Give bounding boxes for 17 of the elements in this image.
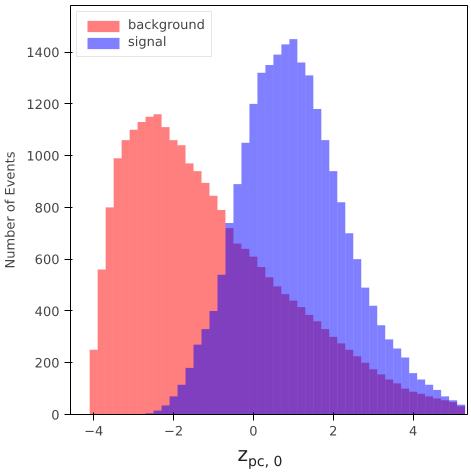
x-tick-label: 0 bbox=[249, 424, 258, 440]
y-tick-label: 1400 bbox=[26, 46, 60, 62]
y-tick-label: 800 bbox=[34, 201, 60, 216]
legend-label: background bbox=[128, 18, 205, 33]
y-tick-label: 0 bbox=[51, 408, 60, 424]
y-tick-label: 200 bbox=[34, 356, 60, 372]
y-tick-label: 1000 bbox=[26, 150, 60, 165]
y-tick-label: 600 bbox=[34, 253, 60, 268]
y-tick-label: 400 bbox=[34, 304, 60, 320]
x-tick-label: −2 bbox=[164, 424, 184, 440]
y-tick-label: 1200 bbox=[26, 98, 60, 113]
x-tick-label: 2 bbox=[329, 424, 338, 440]
x-tick-label: −4 bbox=[84, 424, 104, 440]
y-axis-title: Number of Events bbox=[3, 151, 18, 269]
legend-label: signal bbox=[128, 35, 166, 50]
x-tick-label: 4 bbox=[409, 424, 418, 440]
x-axis-title: z$_{pc, 0}$ bbox=[238, 442, 282, 472]
